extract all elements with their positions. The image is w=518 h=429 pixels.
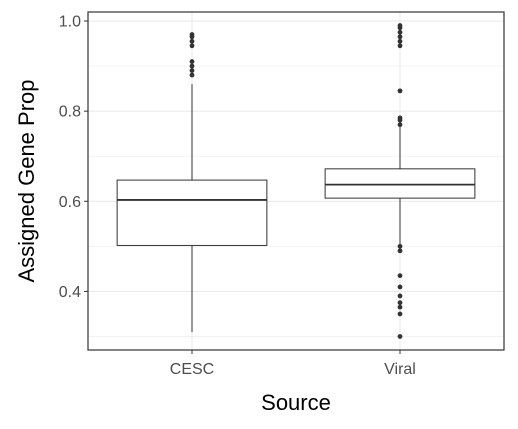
y-tick-label: 0.4 (59, 284, 81, 301)
outlier-point (189, 59, 195, 64)
box-cesc (116, 32, 268, 332)
y-tick-label: 1.0 (59, 14, 81, 31)
outlier-point (397, 334, 403, 339)
outlier-point (189, 68, 195, 73)
outlier-point (397, 293, 403, 299)
outlier-point (189, 38, 195, 44)
x-axis-title: Source (261, 390, 331, 415)
outlier-point (397, 43, 403, 49)
outlier-point (397, 311, 403, 317)
panel-border (87, 11, 505, 351)
outlier-point (397, 122, 403, 128)
x-tick-label: Viral (384, 361, 416, 378)
x-tick-label: CESC (170, 361, 214, 378)
outlier-point (189, 63, 195, 69)
y-tick-label: 0.6 (59, 194, 81, 211)
outlier-point (397, 243, 403, 249)
outlier-point (397, 29, 403, 35)
outlier-point (397, 115, 403, 121)
outlier-point (397, 88, 403, 94)
outlier-point (397, 248, 403, 254)
outlier-point (397, 34, 403, 40)
outlier-point (397, 38, 403, 44)
y-tick-label: 0.8 (59, 104, 81, 121)
axis-ticks: 0.4 0.6 0.8 1.0 CESC Viral (59, 14, 416, 378)
box-iqr (116, 179, 268, 246)
box-viral (324, 23, 476, 339)
outlier-point (397, 300, 403, 306)
y-axis-title: Assigned Gene Prop (14, 79, 39, 282)
outlier-point (397, 284, 403, 290)
outlier-point (189, 32, 195, 37)
outlier-point (397, 273, 403, 279)
boxplots (116, 23, 476, 339)
box-iqr (324, 168, 476, 199)
outlier-point (189, 72, 195, 78)
outlier-point (397, 23, 403, 28)
outlier-point (397, 304, 403, 310)
outlier-point (189, 43, 195, 49)
